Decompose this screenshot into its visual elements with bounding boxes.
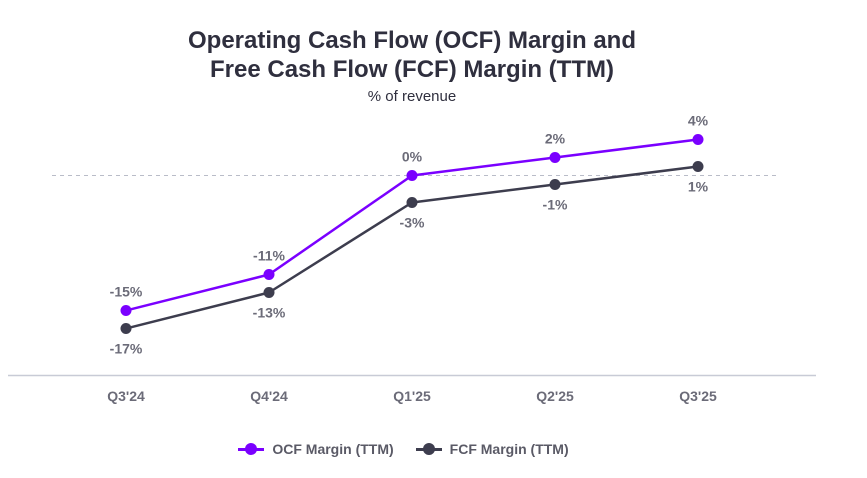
- x-tick-label: Q3'25: [679, 388, 717, 404]
- data-label-ocf: 4%: [688, 113, 709, 129]
- chart-title: Operating Cash Flow (OCF) Margin and Fre…: [0, 26, 824, 84]
- x-tick-label: Q3'24: [107, 388, 145, 404]
- x-tick-label: Q4'24: [250, 388, 288, 404]
- legend-fcf-dot: [422, 443, 435, 455]
- data-point-ocf[interactable]: [263, 269, 275, 280]
- data-point-ocf[interactable]: [120, 305, 132, 316]
- data-label-fcf: -13%: [253, 305, 286, 321]
- data-point-ocf[interactable]: [692, 134, 704, 145]
- data-point-fcf[interactable]: [549, 179, 561, 190]
- data-point-fcf[interactable]: [263, 287, 275, 298]
- data-point-ocf[interactable]: [549, 152, 561, 163]
- data-label-fcf: -3%: [400, 215, 425, 231]
- chart-title-line1: Operating Cash Flow (OCF) Margin and: [187, 27, 636, 54]
- data-point-fcf[interactable]: [406, 197, 418, 208]
- legend-ocf-label: OCF Margin (TTM): [272, 441, 394, 457]
- legend-item-ocf[interactable]: OCF Margin (TTM): [238, 441, 394, 457]
- data-label-fcf: 1%: [688, 179, 709, 195]
- series-line-fcf: [125, 165, 699, 330]
- series-group: -17% -13% -3% -1% 1% -15% -11% 0% 2% 4%: [110, 113, 709, 357]
- legend: OCF Margin (TTM) FCF Margin (TTM): [0, 441, 837, 457]
- data-label-ocf: -15%: [110, 284, 143, 300]
- data-point-fcf[interactable]: [692, 161, 704, 172]
- x-axis-ticks: Q3'24 Q4'24 Q1'25 Q2'25 Q3'25: [107, 388, 717, 404]
- data-label-ocf: 0%: [402, 149, 423, 165]
- legend-item-fcf[interactable]: FCF Margin (TTM): [415, 441, 569, 457]
- data-point-fcf[interactable]: [120, 323, 132, 334]
- data-label-fcf: -17%: [110, 341, 143, 357]
- legend-ocf-marker-icon: [238, 442, 265, 456]
- x-tick-label: Q1'25: [393, 388, 431, 404]
- x-tick-label: Q2'25: [536, 388, 574, 404]
- legend-fcf-label: FCF Margin (TTM): [449, 441, 569, 457]
- chart-title-line2: Free Cash Flow (FCF) Margin (TTM): [210, 56, 614, 83]
- data-label-ocf: 2%: [545, 131, 566, 147]
- data-label-ocf: -11%: [253, 248, 285, 264]
- data-point-ocf[interactable]: [406, 170, 418, 181]
- legend-ocf-dot: [245, 443, 258, 455]
- legend-fcf-marker-icon: [415, 442, 442, 456]
- chart-subtitle: % of revenue: [367, 88, 457, 105]
- data-label-fcf: -1%: [543, 197, 568, 213]
